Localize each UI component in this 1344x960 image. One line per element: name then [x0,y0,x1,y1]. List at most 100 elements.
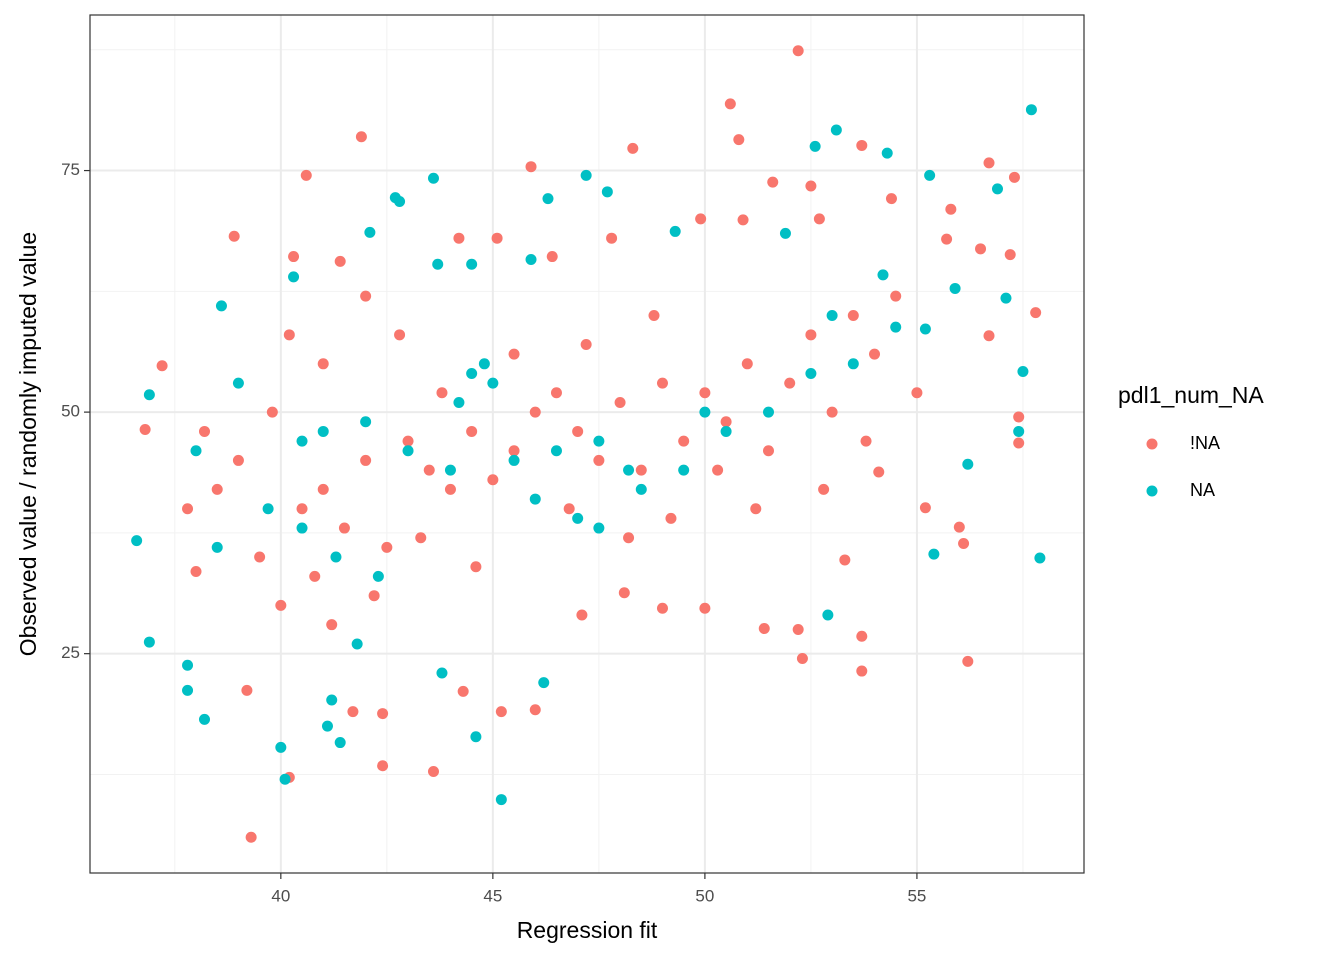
point [232,454,244,466]
point [796,653,808,664]
point [317,483,329,495]
point [606,232,618,244]
point [890,321,902,333]
point [317,425,329,437]
point [847,358,859,370]
point [724,98,736,110]
point [890,290,902,302]
point [593,522,605,534]
point [262,503,274,515]
point [758,623,770,635]
point [470,561,482,573]
point [143,389,155,401]
point [627,142,639,154]
point [1013,411,1025,423]
point [317,358,329,370]
x-axis-title: Regression fit [517,917,658,943]
point [432,258,444,270]
x-tick-label: 45 [483,886,502,905]
point [550,445,562,457]
point [402,445,414,457]
point [190,445,202,457]
point [453,232,465,244]
point [487,377,499,389]
point [805,329,817,341]
point [949,282,961,294]
point [881,147,893,159]
point [593,454,605,466]
point [572,512,584,524]
panel-border [89,14,1085,874]
point [508,454,520,466]
point [945,203,957,215]
point [423,464,435,476]
y-tick-label: 75 [61,160,80,179]
point [877,269,889,281]
point [495,706,507,718]
point [542,193,554,205]
point [215,300,227,312]
point [699,387,711,399]
point [623,464,635,476]
point [826,406,838,418]
point [372,570,384,582]
point [873,466,885,478]
point [958,538,970,550]
point [563,503,575,515]
point [919,502,931,514]
point [198,713,210,725]
point [444,483,456,495]
point [614,396,626,408]
point [466,367,478,379]
point [211,541,223,553]
point [924,169,936,181]
point [550,387,562,399]
point [360,454,372,466]
point [792,624,804,636]
point [296,435,308,447]
point [453,396,465,408]
point [767,176,779,188]
point [839,554,851,566]
point [601,186,613,198]
point [919,323,931,335]
point [678,464,690,476]
point [377,760,389,772]
point [143,636,155,648]
panel [90,15,1084,873]
point [699,406,711,418]
point [300,169,312,181]
point [495,794,507,806]
point [860,435,872,447]
point [784,377,796,389]
x-tick-label: 55 [907,886,926,905]
point [809,140,821,152]
point [805,367,817,379]
y-axis-title: Observed value / randomly imputed value [15,232,41,656]
point [805,180,817,192]
point [296,503,308,515]
point [525,161,537,173]
point [975,243,987,255]
point [856,139,868,151]
point [733,134,745,146]
point [648,309,660,321]
point [885,193,897,205]
point [470,731,482,743]
point [818,483,830,495]
point [355,131,367,143]
point [182,659,194,671]
point [826,309,838,321]
point [928,548,940,560]
point [275,599,287,611]
point [953,521,965,533]
point [334,737,346,749]
point [364,226,376,238]
point [232,377,244,389]
point [741,358,753,370]
point [669,225,681,237]
point [720,416,732,428]
point [394,195,406,207]
point [279,773,291,785]
